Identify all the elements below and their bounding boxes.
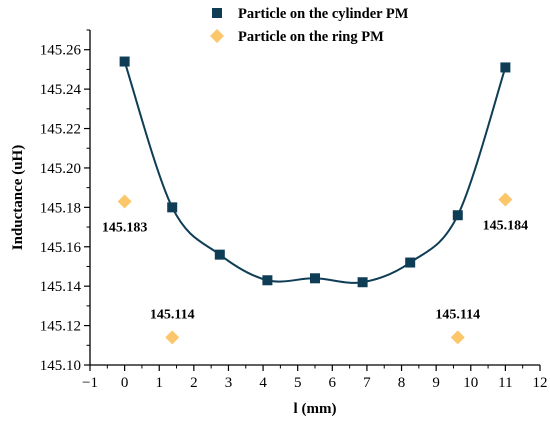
y-tick-label: 145.18 <box>40 200 81 216</box>
x-tick-label: 12 <box>533 375 548 391</box>
legend: Particle on the cylinder PM Particle on … <box>210 6 409 45</box>
x-axis-label: l (mm) <box>294 401 337 417</box>
x-tick-label: 10 <box>463 375 478 391</box>
legend-label-ring: Particle on the ring PM <box>238 29 384 45</box>
y-tick-label: 145.12 <box>40 319 81 335</box>
cylinder-point <box>452 210 463 221</box>
legend-marker-cylinder <box>212 8 222 18</box>
cylinder-point <box>262 275 273 286</box>
x-tick-label: 4 <box>259 375 267 391</box>
x-tick-label: 11 <box>498 375 512 391</box>
x-tick-label: 9 <box>432 375 440 391</box>
x-tick-label: 0 <box>121 375 129 391</box>
data-marks <box>117 56 513 345</box>
x-tick-label: 1 <box>155 375 163 391</box>
legend-label-cylinder: Particle on the cylinder PM <box>238 6 409 22</box>
cylinder-point <box>357 277 368 288</box>
x-tick-label: 5 <box>294 375 302 391</box>
y-axis-label: Inductance (uH) <box>10 145 26 250</box>
x-tick-label: 6 <box>329 375 337 391</box>
data-annotations: 145.183 145.114 145.114 145.184 <box>102 218 528 322</box>
x-tick-label: 8 <box>398 375 406 391</box>
y-tick-label: 145.24 <box>40 82 82 98</box>
y-tick-label: 145.14 <box>40 279 82 295</box>
x-tick-label: 2 <box>190 375 198 391</box>
ring-point <box>498 192 513 207</box>
ring-point <box>117 194 132 209</box>
cylinder-point <box>405 257 416 268</box>
x-tick-label: 3 <box>225 375 233 391</box>
ring-point <box>450 330 465 345</box>
cylinder-point <box>500 62 511 73</box>
cylinder-point <box>167 202 178 213</box>
y-tick-label: 145.10 <box>40 358 81 374</box>
value-annotation: 145.184 <box>483 218 529 233</box>
y-tick-label: 145.22 <box>40 122 81 138</box>
y-tick-label: 145.20 <box>40 161 81 177</box>
cylinder-point <box>310 273 320 284</box>
y-tick-label: 145.16 <box>40 240 82 256</box>
cylinder-point <box>214 249 225 260</box>
value-annotation: 145.114 <box>435 307 480 322</box>
fit-curve <box>123 61 507 284</box>
value-annotation: 145.183 <box>102 220 148 235</box>
x-tick-label: −1 <box>82 375 98 391</box>
cylinder-point <box>119 56 130 67</box>
ticks: −1 0 1 2 3 4 5 6 7 8 9 10 11 12145.10145.12145.14145.… <box>40 29 548 391</box>
legend-marker-ring <box>210 29 224 43</box>
ring-point <box>165 330 180 345</box>
y-tick-label: 145.26 <box>40 43 82 59</box>
value-annotation: 145.114 <box>150 307 195 322</box>
x-tick-label: 7 <box>363 375 371 391</box>
